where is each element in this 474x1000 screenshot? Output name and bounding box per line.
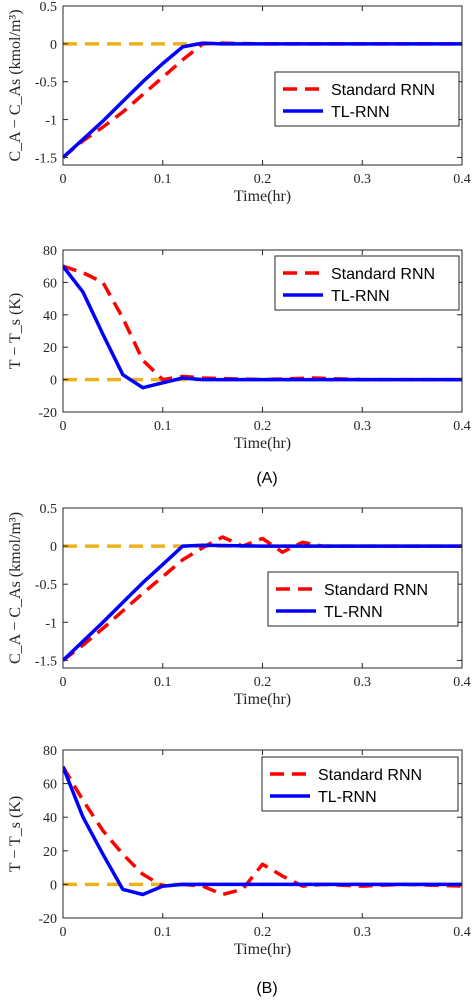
series-tl-rnn bbox=[63, 766, 462, 897]
y-tick-label: 0.5 bbox=[40, 0, 58, 15]
series-standard-rnn bbox=[63, 765, 462, 897]
y-tick-label: 0.5 bbox=[40, 502, 58, 517]
y-tick-label: -1.5 bbox=[35, 151, 57, 166]
x-tick-label: 0.4 bbox=[453, 172, 471, 187]
x-tick-label: 0 bbox=[60, 675, 67, 690]
y-tick-label: 40 bbox=[43, 811, 57, 826]
legend-label-tl-rnn: TL-RNN bbox=[318, 789, 377, 806]
x-tick-label: 0.3 bbox=[354, 675, 372, 690]
series-standard-rnn bbox=[63, 41, 462, 159]
y-tick-label: 0 bbox=[50, 374, 57, 389]
legend-box bbox=[274, 255, 460, 311]
x-axis-label: Time(hr) bbox=[234, 435, 291, 452]
x-axis-label: Time(hr) bbox=[234, 691, 291, 708]
legend: Standard RNN TL-RNN bbox=[274, 255, 460, 311]
x-tick-label: 0.1 bbox=[154, 675, 172, 690]
y-axis-label: C_A − C_As (kmol/m³) bbox=[7, 9, 24, 161]
x-tick-label: 0.2 bbox=[254, 925, 272, 940]
series-tl-rnn bbox=[63, 41, 462, 159]
y-tick-label: 60 bbox=[43, 276, 57, 291]
x-tick-label: 0.2 bbox=[254, 419, 272, 434]
y-tick-label: 20 bbox=[43, 845, 57, 860]
y-tick-label: 0 bbox=[50, 540, 57, 555]
x-tick-label: 0.1 bbox=[154, 172, 172, 187]
x-tick-label: 0.3 bbox=[354, 419, 372, 434]
legend-box bbox=[274, 71, 460, 127]
panel-caption-a: (A) bbox=[256, 470, 277, 487]
x-tick-label: 0.3 bbox=[354, 925, 372, 940]
y-tick-label: -1.5 bbox=[35, 654, 57, 669]
legend: Standard RNN TL-RNN bbox=[274, 71, 460, 127]
y-axis-label: T − T_s (K) bbox=[7, 293, 24, 369]
y-tick-label: -20 bbox=[38, 912, 57, 927]
x-tick-label: 0.1 bbox=[154, 925, 172, 940]
x-tick-label: 0.2 bbox=[254, 675, 272, 690]
y-tick-label: 20 bbox=[43, 341, 57, 356]
x-tick-label: 0.4 bbox=[453, 925, 471, 940]
series-tl-rnn bbox=[63, 543, 462, 662]
legend-label-tl-rnn: TL-RNN bbox=[331, 104, 390, 121]
y-axis-label: T − T_s (K) bbox=[7, 796, 24, 872]
y-tick-label: 80 bbox=[43, 244, 57, 259]
legend-box bbox=[261, 756, 459, 812]
panels-layer: 0 0.1 0.2 0.3 0.4 0.5 0 -0.5 -1 -1.5 Time(hr) C_A −… bbox=[7, 0, 471, 958]
x-tick-label: 0 bbox=[60, 172, 67, 187]
y-tick-label: 60 bbox=[43, 778, 57, 793]
y-tick-label: -1 bbox=[45, 114, 57, 129]
legend-label-standard-rnn: Standard RNN bbox=[331, 266, 435, 283]
legend-label-standard-rnn: Standard RNN bbox=[318, 767, 422, 784]
y-tick-label: 0 bbox=[50, 38, 57, 53]
y-axis-label: C_A − C_As (kmol/m³) bbox=[7, 512, 24, 664]
x-tick-label: 0.4 bbox=[453, 419, 471, 434]
y-tick-label: -1 bbox=[45, 616, 57, 631]
legend-box bbox=[267, 571, 459, 627]
x-tick-label: 0 bbox=[60, 419, 67, 434]
x-tick-label: 0.1 bbox=[154, 419, 172, 434]
y-tick-label: 80 bbox=[43, 744, 57, 759]
legend-label-standard-rnn: Standard RNN bbox=[331, 82, 435, 99]
chart-panel-3: 0 0.1 0.2 0.3 0.4 0.5 0 -0.5 -1 -1.5 Time(hr) C_A −… bbox=[7, 502, 471, 708]
x-axis-label: Time(hr) bbox=[234, 188, 291, 205]
legend-label-tl-rnn: TL-RNN bbox=[324, 604, 383, 621]
y-tick-label: 40 bbox=[43, 309, 57, 324]
y-tick-label: 0 bbox=[50, 878, 57, 893]
x-tick-label: 0.3 bbox=[354, 172, 372, 187]
x-tick-label: 0 bbox=[60, 925, 67, 940]
legend-label-tl-rnn: TL-RNN bbox=[331, 288, 390, 305]
series-tl-rnn bbox=[63, 265, 462, 390]
y-tick-label: -20 bbox=[38, 406, 57, 421]
chart-panel-1: 0 0.1 0.2 0.3 0.4 0.5 0 -0.5 -1 -1.5 Time(hr) C_A −… bbox=[7, 0, 471, 205]
panel-caption-b: (B) bbox=[256, 980, 277, 997]
legend: Standard RNN TL-RNN bbox=[261, 756, 459, 812]
x-tick-label: 0.4 bbox=[453, 675, 471, 690]
y-tick-label: -0.5 bbox=[35, 578, 57, 593]
x-tick-label: 0.2 bbox=[254, 172, 272, 187]
legend-label-standard-rnn: Standard RNN bbox=[324, 582, 428, 599]
x-axis-label: Time(hr) bbox=[234, 941, 291, 958]
legend: Standard RNN TL-RNN bbox=[267, 571, 459, 627]
y-tick-label: -0.5 bbox=[35, 76, 57, 91]
